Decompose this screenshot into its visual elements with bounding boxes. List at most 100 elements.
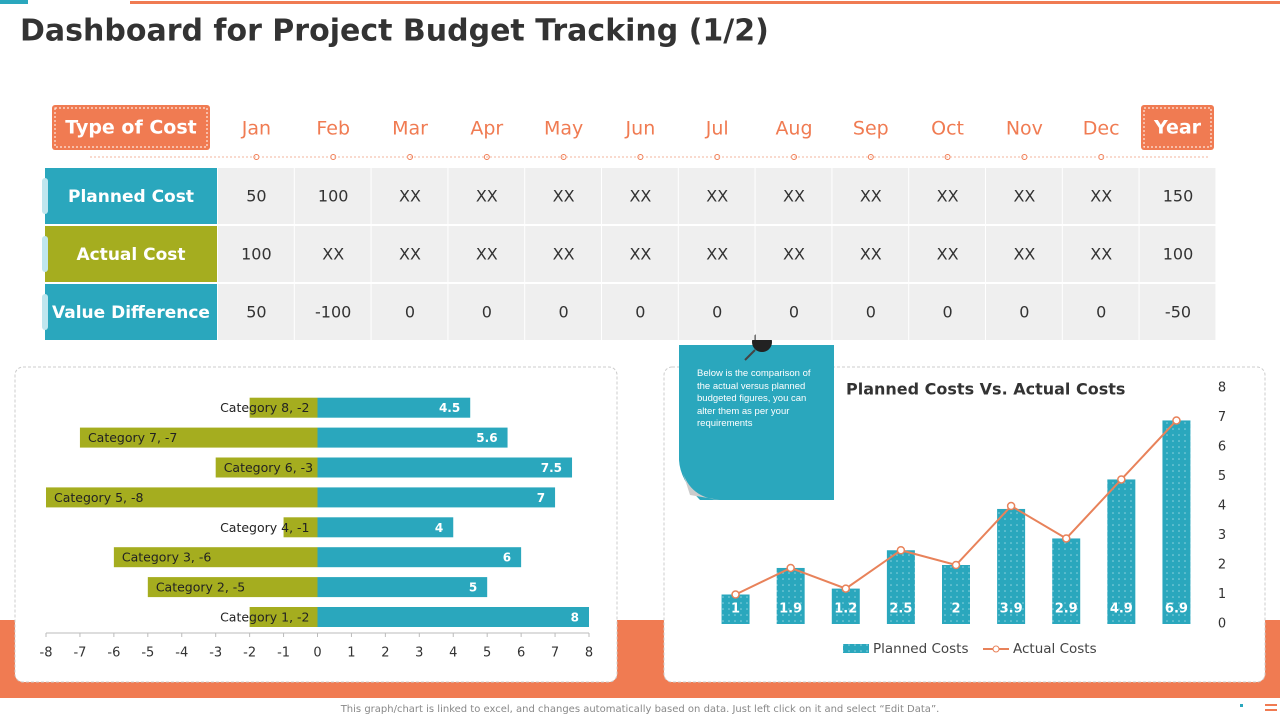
legend-label: Actual Costs xyxy=(1013,641,1097,657)
table-value: 0 xyxy=(866,303,876,322)
table-value: XX xyxy=(399,245,421,264)
table-cell xyxy=(448,226,525,282)
bar-label: 3.9 xyxy=(1000,602,1023,617)
table-value: 0 xyxy=(482,303,492,322)
header-box-border xyxy=(54,107,208,148)
x-tick-label: -5 xyxy=(141,646,154,661)
bar-label: Category 5, -8 xyxy=(54,490,143,505)
table-cell xyxy=(986,284,1062,340)
table-cell xyxy=(1139,226,1216,282)
x-tick-label: -7 xyxy=(73,646,86,661)
table-value: XX xyxy=(553,187,575,206)
bar xyxy=(721,594,750,624)
table-value: XX xyxy=(860,187,882,206)
y-tick-label: 3 xyxy=(1218,528,1226,543)
row-tab xyxy=(42,236,48,272)
footer-icon xyxy=(1265,704,1277,706)
y-tick-label: 1 xyxy=(1218,587,1226,602)
line-marker xyxy=(896,546,906,555)
x-tick-label: 2 xyxy=(381,646,389,661)
header-cell: Apr xyxy=(470,118,503,140)
table-value: XX xyxy=(629,245,651,264)
header-box-border xyxy=(1143,107,1212,148)
table-cell xyxy=(755,284,832,340)
x-tick-label: -4 xyxy=(175,646,188,661)
table-value: 150 xyxy=(1163,187,1194,206)
table-cell xyxy=(218,226,294,282)
table-value: XX xyxy=(860,245,882,264)
y-tick-label: 4 xyxy=(1218,499,1226,514)
table-value: 0 xyxy=(943,303,953,322)
table-cell xyxy=(832,284,909,340)
table-value: XX xyxy=(399,187,421,206)
row-label-cell xyxy=(45,284,217,340)
bar-label: Category 3, -6 xyxy=(122,550,211,565)
footer-icon xyxy=(1240,704,1243,707)
table-value: XX xyxy=(476,187,498,206)
table-value: 0 xyxy=(1096,303,1106,322)
table-value: 0 xyxy=(559,303,569,322)
table-cell xyxy=(448,168,525,224)
x-tick-label: -1 xyxy=(277,646,290,661)
legend-swatch xyxy=(843,644,869,653)
bar xyxy=(776,567,805,624)
table-cell xyxy=(1139,168,1216,224)
x-tick-label: -3 xyxy=(209,646,222,661)
row-label: Planned Cost xyxy=(68,187,194,207)
y-tick-label: 7 xyxy=(1218,410,1226,425)
x-tick-label: 0 xyxy=(313,646,321,661)
table-value: XX xyxy=(937,245,959,264)
bar-label: 2.5 xyxy=(889,602,912,617)
y-tick-label: 6 xyxy=(1218,440,1226,455)
table-value: 50 xyxy=(246,187,266,206)
bar-label: 5 xyxy=(469,581,477,595)
table-value: 100 xyxy=(318,187,349,206)
line-marker xyxy=(841,584,851,593)
bar-label: 8 xyxy=(571,611,579,625)
table-value: 100 xyxy=(1163,245,1194,264)
table-cell xyxy=(678,284,755,340)
bar-label: 4.9 xyxy=(1110,602,1133,617)
bar xyxy=(113,547,318,568)
line-marker xyxy=(1061,534,1071,543)
bar xyxy=(886,550,915,624)
bar-label: 7 xyxy=(537,491,545,505)
table-value: XX xyxy=(553,245,575,264)
pin-needle xyxy=(744,349,756,361)
table-cell xyxy=(986,226,1062,282)
table-value: 100 xyxy=(241,245,272,264)
bar xyxy=(79,427,318,448)
header-cell: Dec xyxy=(1083,118,1120,140)
table-cell xyxy=(678,168,755,224)
bar xyxy=(317,517,454,538)
y-tick-label: 0 xyxy=(1218,617,1226,632)
table-value: -100 xyxy=(315,303,351,322)
bar xyxy=(215,457,318,478)
bar xyxy=(46,487,318,508)
x-tick-label: 1 xyxy=(347,646,355,661)
bar-label: 6 xyxy=(503,551,511,565)
header-cell: May xyxy=(544,118,583,140)
table-cell xyxy=(909,168,985,224)
bar xyxy=(147,577,318,598)
sticky-note xyxy=(679,345,834,500)
header-cell: Jan xyxy=(241,118,271,140)
table-value: 0 xyxy=(712,303,722,322)
bar-label: Category 2, -5 xyxy=(156,580,245,595)
table-cell xyxy=(1062,168,1139,224)
line-marker xyxy=(1006,501,1016,511)
bar xyxy=(942,565,970,624)
table-cell xyxy=(525,226,601,282)
bar-label: 2.9 xyxy=(1055,602,1078,617)
bar-label: 7.5 xyxy=(541,461,562,475)
table-cell xyxy=(525,168,601,224)
bar-label: Category 6, -3 xyxy=(224,460,313,475)
row-label-cell xyxy=(45,168,217,224)
row-tab xyxy=(42,178,48,214)
header-cell: Nov xyxy=(1006,118,1043,140)
footer-icon xyxy=(1265,709,1277,711)
line-marker xyxy=(1117,475,1126,484)
bar-label: Category 7, -7 xyxy=(88,430,177,445)
header-cell: Mar xyxy=(392,118,428,140)
x-tick-label: -2 xyxy=(243,646,256,661)
